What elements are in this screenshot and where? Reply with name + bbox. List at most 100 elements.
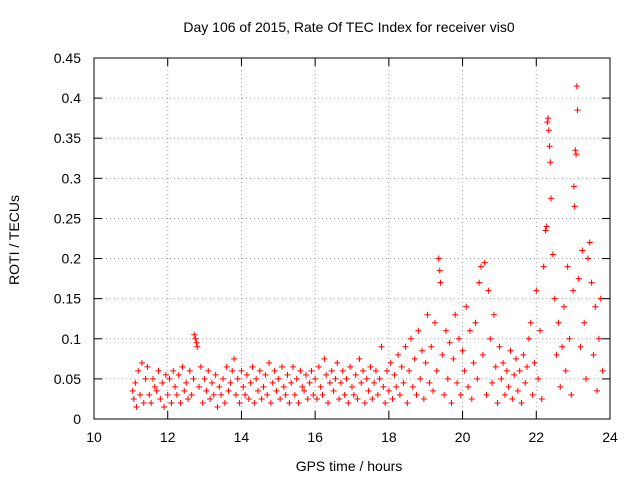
data-point — [393, 383, 400, 390]
data-point — [140, 399, 147, 406]
data-point — [345, 399, 352, 406]
data-point — [500, 359, 507, 366]
data-point — [277, 395, 284, 402]
data-point — [332, 375, 339, 382]
data-point — [494, 399, 501, 406]
data-point — [138, 359, 145, 366]
data-point — [442, 327, 449, 334]
data-point — [137, 391, 144, 398]
data-point — [404, 399, 411, 406]
data-point — [227, 379, 234, 386]
data-point — [291, 391, 298, 398]
data-point — [380, 383, 387, 390]
data-point — [461, 367, 468, 374]
data-point — [159, 379, 166, 386]
data-point — [372, 367, 379, 374]
x-tick-label: 24 — [602, 429, 618, 445]
data-point — [325, 399, 332, 406]
data-point — [306, 379, 313, 386]
data-point — [214, 403, 221, 410]
y-tick-label: 0.1 — [62, 331, 82, 347]
data-point — [409, 383, 416, 390]
data-point — [212, 371, 219, 378]
data-point — [225, 387, 232, 394]
data-point — [391, 371, 398, 378]
data-point — [553, 351, 560, 358]
x-tick-label: 14 — [234, 429, 250, 445]
data-point — [323, 371, 330, 378]
data-point — [221, 399, 228, 406]
data-point — [334, 359, 341, 366]
data-point — [258, 395, 265, 402]
data-point — [407, 335, 414, 342]
data-point — [166, 375, 173, 382]
data-point — [177, 399, 184, 406]
data-point — [256, 367, 263, 374]
data-point — [518, 399, 525, 406]
data-point — [278, 363, 285, 370]
data-point — [223, 363, 230, 370]
data-point — [549, 251, 556, 258]
data-point — [568, 391, 575, 398]
data-point — [396, 391, 403, 398]
data-point — [207, 395, 214, 402]
data-point — [280, 383, 287, 390]
data-point — [175, 371, 182, 378]
chart-title: Day 106 of 2015, Rate Of TEC Index for r… — [183, 19, 514, 35]
data-point — [417, 375, 424, 382]
plot-frame — [93, 57, 611, 420]
y-tick-label: 0.3 — [62, 170, 82, 186]
data-point — [389, 395, 396, 402]
data-point — [555, 319, 562, 326]
data-point — [433, 367, 440, 374]
data-point — [347, 363, 354, 370]
data-point — [430, 387, 437, 394]
data-point — [153, 387, 160, 394]
data-point — [577, 343, 584, 350]
data-point — [542, 227, 549, 234]
data-point — [330, 387, 337, 394]
data-point — [454, 379, 461, 386]
data-point — [295, 399, 302, 406]
data-point — [271, 367, 278, 374]
data-point — [269, 379, 276, 386]
data-point — [354, 395, 361, 402]
data-point — [205, 367, 212, 374]
data-point — [514, 387, 521, 394]
data-point — [149, 375, 156, 382]
data-point — [586, 239, 593, 246]
data-point — [579, 247, 586, 254]
data-point — [572, 147, 579, 154]
data-point — [310, 391, 317, 398]
data-point — [301, 387, 308, 394]
data-point — [465, 383, 472, 390]
data-point — [341, 391, 348, 398]
data-point — [448, 399, 455, 406]
data-point — [543, 223, 550, 230]
data-point — [564, 263, 571, 270]
data-point — [455, 335, 462, 342]
data-point — [363, 375, 370, 382]
data-point — [220, 375, 226, 382]
data-point — [264, 391, 271, 398]
data-point — [201, 375, 208, 382]
data-point — [168, 399, 175, 406]
data-point — [498, 375, 505, 382]
data-point — [562, 367, 569, 374]
data-point — [583, 375, 590, 382]
data-point — [255, 387, 262, 394]
data-point — [533, 287, 540, 294]
data-point — [321, 355, 328, 362]
data-point — [130, 395, 137, 402]
data-point — [275, 375, 282, 382]
data-point — [520, 351, 527, 358]
data-point — [267, 399, 274, 406]
data-point — [420, 395, 427, 402]
data-point — [487, 335, 494, 342]
data-point — [422, 359, 429, 366]
data-point — [262, 371, 269, 378]
data-point — [326, 379, 333, 386]
grid-lines — [94, 58, 610, 419]
data-point — [315, 363, 322, 370]
